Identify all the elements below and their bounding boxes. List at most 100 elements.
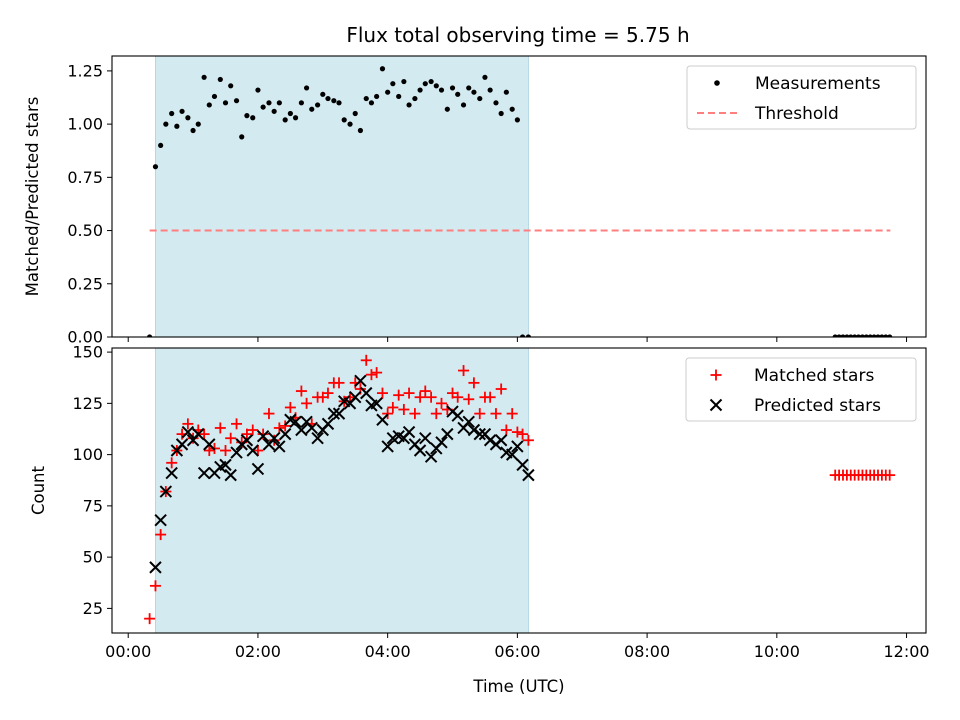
- y-tick-label: 100: [72, 445, 103, 464]
- matched-stars-point: [344, 391, 356, 403]
- measurements-point: [250, 115, 256, 121]
- measurements-point: [887, 334, 893, 337]
- matched-stars-point: [295, 385, 307, 397]
- matched-stars-point: [252, 445, 264, 457]
- measurements-point: [444, 106, 450, 112]
- matched-stars-point: [273, 422, 285, 434]
- predicted-stars-point: [483, 434, 497, 447]
- top-panel-ratio: 0.00 0.25 0.50 0.75 1.00 1.25 Matched/Predict…: [23, 55, 927, 347]
- measurements-point: [406, 102, 412, 108]
- measurements-point: [433, 83, 439, 89]
- predicted-stars-point: [192, 427, 205, 441]
- y-axis-label: Matched/Predicted stars: [23, 97, 42, 297]
- measurements-point: [228, 83, 234, 89]
- x-tick-label: 06:00: [494, 642, 540, 661]
- measurements-point: [460, 102, 467, 108]
- predicted-stars-point: [230, 446, 243, 459]
- measurements-point: [260, 104, 266, 110]
- legend-plus-glyph: [710, 369, 722, 381]
- measurements-point: [374, 93, 380, 100]
- predicted-stars-point: [451, 409, 464, 422]
- measurements-point: [158, 142, 164, 149]
- measurements-point: [417, 87, 423, 93]
- predicted-stars-point: [516, 458, 529, 472]
- matched-stars-point: [468, 377, 480, 389]
- legend-box: [686, 65, 917, 130]
- predicted-stars-point: [494, 434, 508, 447]
- x-axis-label: Time (UTC): [472, 677, 564, 696]
- matched-stars-point: [382, 408, 394, 420]
- matched-stars-point: [241, 428, 253, 440]
- measurements-point: [471, 89, 477, 95]
- observing-span-shade: [155, 55, 529, 338]
- matched-stars-point: [365, 369, 377, 381]
- legend-entry-predicted-stars: Predicted stars: [709, 396, 881, 416]
- legend-label-predicted-stars: Predicted stars: [754, 396, 881, 416]
- matched-stars-point: [333, 377, 345, 389]
- predicted-stars-point: [165, 466, 178, 480]
- predicted-stars-point: [376, 413, 389, 426]
- measurements-point: [147, 334, 153, 337]
- measurements-point: [325, 95, 331, 102]
- measurements-point: [303, 85, 310, 91]
- measurements-point: [883, 334, 889, 337]
- y-tick-label: 1.25: [67, 61, 103, 80]
- predicted-stars-point: [149, 561, 162, 574]
- predicted-stars-point: [289, 415, 302, 429]
- matched-stars-point: [149, 580, 161, 592]
- matched-stars-point: [495, 383, 507, 395]
- measurements-point: [449, 85, 456, 91]
- matched-stars-point: [419, 385, 431, 397]
- matched-stars-point: [144, 613, 156, 625]
- matched-stars-point: [490, 408, 502, 420]
- measurements-point: [357, 127, 364, 134]
- x-tick-label: 12:00: [883, 642, 929, 661]
- measurements-point: [244, 113, 250, 119]
- measurements-point: [341, 117, 347, 123]
- legend-label-measurements: Measurements: [755, 74, 881, 94]
- predicted-stars-point: [240, 434, 254, 447]
- measurements-point: [179, 108, 185, 114]
- matched-stars-point: [463, 393, 475, 405]
- y-tick-label: 1.00: [67, 115, 103, 134]
- predicted-stars-point: [295, 423, 308, 437]
- predicted-stars-point: [327, 407, 341, 420]
- star-count-points: [144, 354, 896, 625]
- y-tick-label: 50: [83, 548, 103, 567]
- predicted-stars-point: [246, 444, 259, 457]
- measurements-point: [836, 334, 842, 337]
- observing-span-shade: [155, 347, 529, 634]
- legend-box: [685, 357, 917, 422]
- predicted-stars-point: [435, 436, 448, 449]
- legend-label-matched-stars: Matched stars: [754, 366, 874, 386]
- matched-stars-point: [517, 428, 529, 440]
- measurements-point: [438, 87, 445, 93]
- matched-stars-point: [393, 389, 405, 401]
- predicted-stars-point: [462, 415, 475, 429]
- matched-stars-point: [458, 365, 470, 377]
- matched-stars-point: [166, 457, 178, 469]
- measurements-point: [879, 334, 885, 337]
- predicted-stars-point: [175, 438, 189, 451]
- measurements-point: [222, 100, 229, 106]
- predicted-stars-point: [354, 374, 367, 388]
- measurements-point: [233, 98, 240, 104]
- predicted-stars-point: [402, 425, 416, 439]
- matched-stars-point: [301, 397, 313, 409]
- measurements-point: [292, 115, 299, 121]
- measurements-point: [352, 110, 358, 117]
- matched-stars-point: [284, 401, 296, 413]
- matched-stars-point: [203, 445, 215, 457]
- bottom-panel-counts: 25 50 75 100 125 150 00:00 02:00 04:00 06:00 08:0…: [29, 343, 930, 696]
- predicted-stars-point: [311, 432, 324, 445]
- matched-stars-point: [220, 445, 232, 457]
- matched-stars-point: [425, 391, 437, 403]
- measurements-point: [195, 121, 201, 127]
- x-axis-ticks: [127, 337, 908, 342]
- predicted-stars-point: [267, 432, 281, 445]
- matched-stars-point: [414, 391, 426, 403]
- measurements-point: [455, 91, 461, 97]
- x-axis-ticks: 00:00 02:00 04:00 06:00 08:00 10:00 12:00: [105, 633, 930, 661]
- legend-x-marker: [709, 398, 723, 412]
- measurements-point: [422, 81, 428, 87]
